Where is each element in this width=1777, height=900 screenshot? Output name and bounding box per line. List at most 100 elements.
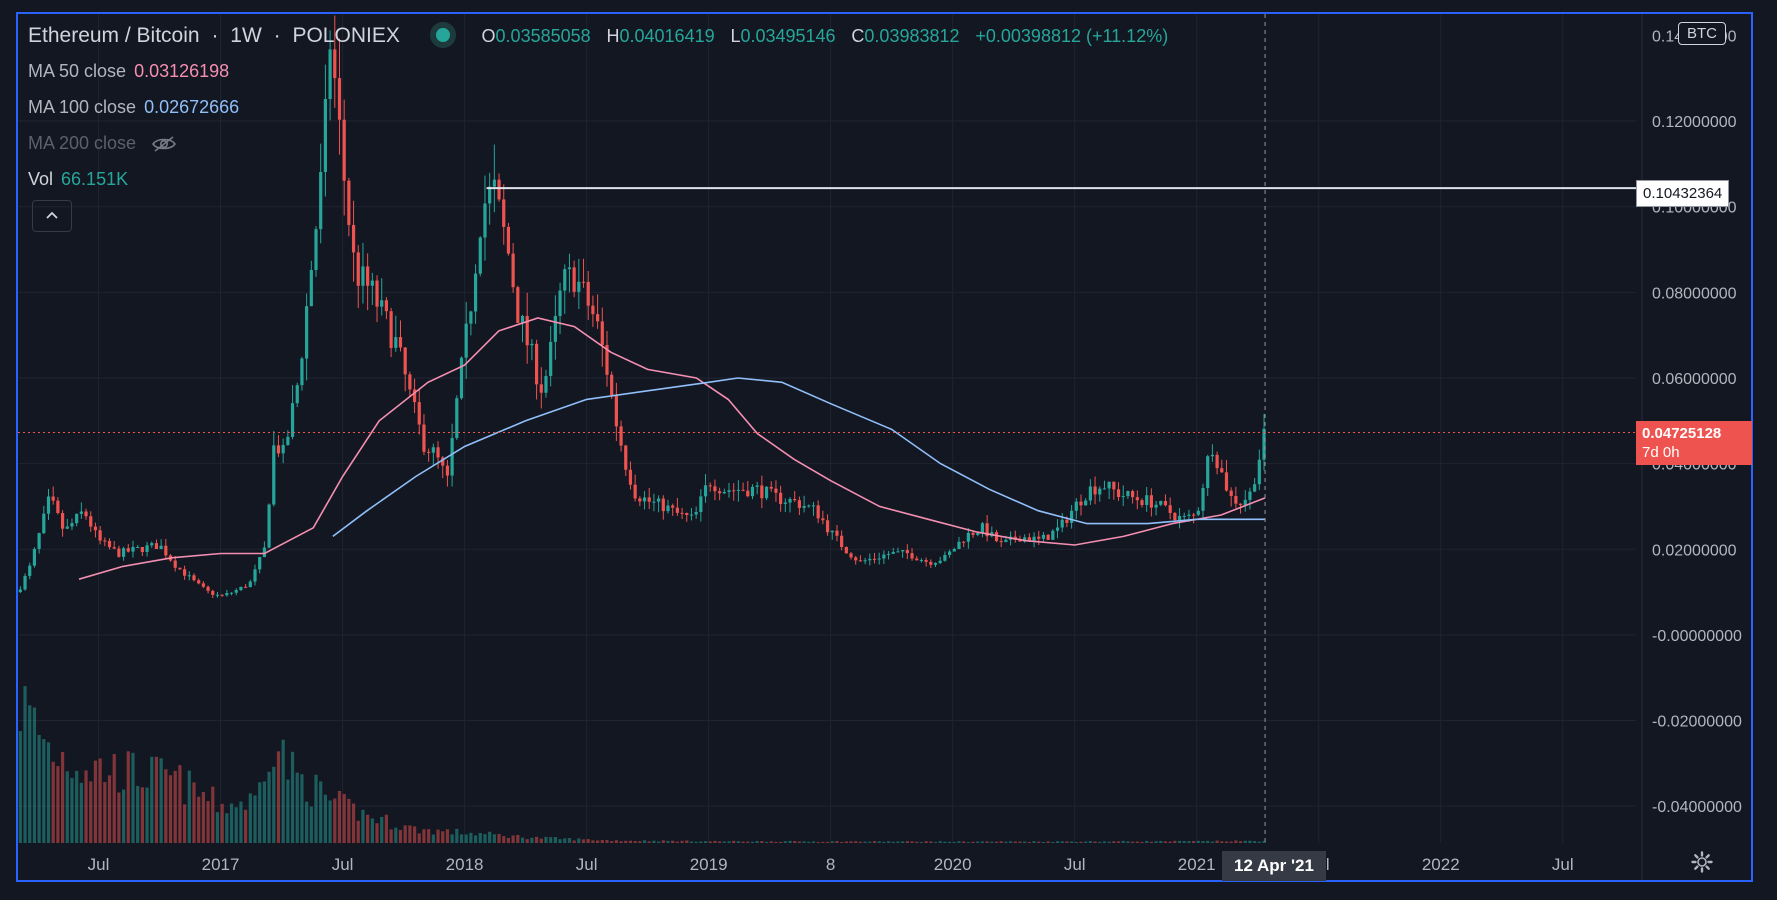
volume-bar — [178, 765, 182, 843]
ma100-legend[interactable]: MA 100 close 0.02672666 — [28, 97, 239, 118]
candle-body — [1018, 539, 1022, 542]
candle-body — [159, 545, 163, 549]
volume-bar — [211, 786, 215, 843]
volume-bar — [750, 841, 755, 843]
volume-bar — [51, 761, 55, 843]
candle-body — [1032, 536, 1036, 542]
candle-body — [1041, 534, 1046, 539]
gear-icon[interactable] — [1690, 850, 1714, 874]
volume-bar — [70, 777, 74, 843]
time-tick-label: 2022 — [1422, 855, 1460, 874]
volume-bar — [980, 841, 985, 843]
volume-bar — [328, 800, 332, 843]
volume-bar — [605, 840, 609, 843]
volume-label: Vol — [28, 169, 54, 189]
candle-body — [215, 594, 220, 596]
interval[interactable]: 1W — [230, 24, 262, 47]
candle-body — [126, 548, 130, 552]
candle-body — [844, 546, 848, 554]
candle-body — [384, 300, 389, 312]
volume-bar — [534, 836, 539, 843]
ma200-legend[interactable]: MA 200 close — [28, 133, 177, 154]
volume-legend[interactable]: Vol 66.151K — [28, 169, 128, 190]
candle-body — [816, 505, 820, 519]
candle-body — [1159, 501, 1163, 505]
volume-bar — [225, 813, 229, 843]
candle-body — [614, 395, 618, 427]
symbol-legend[interactable]: Ethereum / Bitcoin · 1W · POLONIEX O0.03… — [28, 24, 1168, 48]
volume-bar — [314, 774, 318, 843]
candle-body — [802, 505, 806, 508]
candle-body — [262, 547, 266, 558]
volume-bar — [736, 841, 740, 843]
volume-bar — [1013, 841, 1017, 843]
candle-body — [896, 551, 900, 553]
volume-bar — [933, 842, 938, 843]
volume-bar — [497, 833, 501, 843]
volume-bar — [403, 825, 407, 843]
ma50-legend[interactable]: MA 50 close 0.03126198 — [28, 61, 229, 82]
bar-countdown: 7d 0h — [1642, 444, 1680, 461]
candle-body — [488, 186, 492, 204]
candle-body — [769, 486, 773, 489]
separator: · — [273, 24, 281, 47]
collapse-legend-button[interactable] — [32, 200, 72, 232]
time-tick-label: 2018 — [446, 855, 484, 874]
volume-bar — [1084, 841, 1088, 843]
price-tick-label: 0.12000000 — [1652, 114, 1737, 131]
volume-bar — [351, 803, 356, 843]
candle-body — [79, 511, 83, 514]
candle-body — [37, 533, 41, 549]
volume-bar — [300, 774, 304, 843]
last-price-value: 0.04725128 — [1642, 425, 1722, 442]
volume-bar — [642, 840, 647, 843]
candle-body — [1154, 504, 1158, 508]
candle-body — [779, 492, 783, 504]
volume-bar — [793, 840, 797, 843]
candle-body — [300, 358, 304, 386]
volume-bar — [901, 841, 905, 843]
volume-bar — [18, 731, 22, 843]
candle-body — [516, 287, 520, 323]
candle-body — [398, 337, 403, 348]
volume-bar — [220, 803, 224, 843]
candle-body — [685, 512, 689, 516]
volume-bar — [985, 841, 989, 843]
candle-body — [229, 592, 234, 594]
candle-body — [534, 343, 539, 385]
volume-bar — [657, 841, 661, 843]
volume-bar — [680, 840, 684, 843]
candle-body — [840, 535, 844, 547]
candle-body — [1098, 488, 1102, 495]
candle-body — [943, 554, 947, 561]
candle-body — [103, 540, 107, 542]
time-tick-label: 2020 — [934, 855, 972, 874]
candle-body — [408, 374, 412, 390]
candle-body — [788, 498, 792, 503]
volume-bar — [380, 816, 384, 843]
volume-bar — [840, 842, 844, 843]
candle-body — [1121, 496, 1125, 498]
currency-badge[interactable]: BTC — [1678, 22, 1726, 45]
candle-body — [459, 357, 464, 399]
candle-body — [272, 445, 276, 505]
candle-body — [267, 504, 271, 548]
candle-body — [915, 558, 919, 561]
volume-bar — [492, 834, 496, 843]
market-status-icon[interactable] — [435, 28, 450, 43]
candle-body — [520, 315, 525, 323]
candle-body — [192, 575, 196, 581]
volume-bar — [75, 770, 79, 843]
candle-body — [183, 569, 187, 576]
symbol-name[interactable]: Ethereum / Bitcoin — [28, 24, 200, 47]
candle-body — [549, 341, 553, 377]
time-axis[interactable]: Jul 2017 Jul 2018 Jul 2019 8 2020 Jul 2021 Jul 2022… — [88, 855, 1574, 874]
volume-bar — [1046, 841, 1050, 843]
candle-body — [718, 491, 722, 494]
volume-bar — [1154, 841, 1158, 843]
volume-bar — [286, 779, 290, 843]
eye-hidden-icon[interactable] — [151, 135, 177, 153]
price-tick-label: -0.02000000 — [1652, 714, 1742, 731]
